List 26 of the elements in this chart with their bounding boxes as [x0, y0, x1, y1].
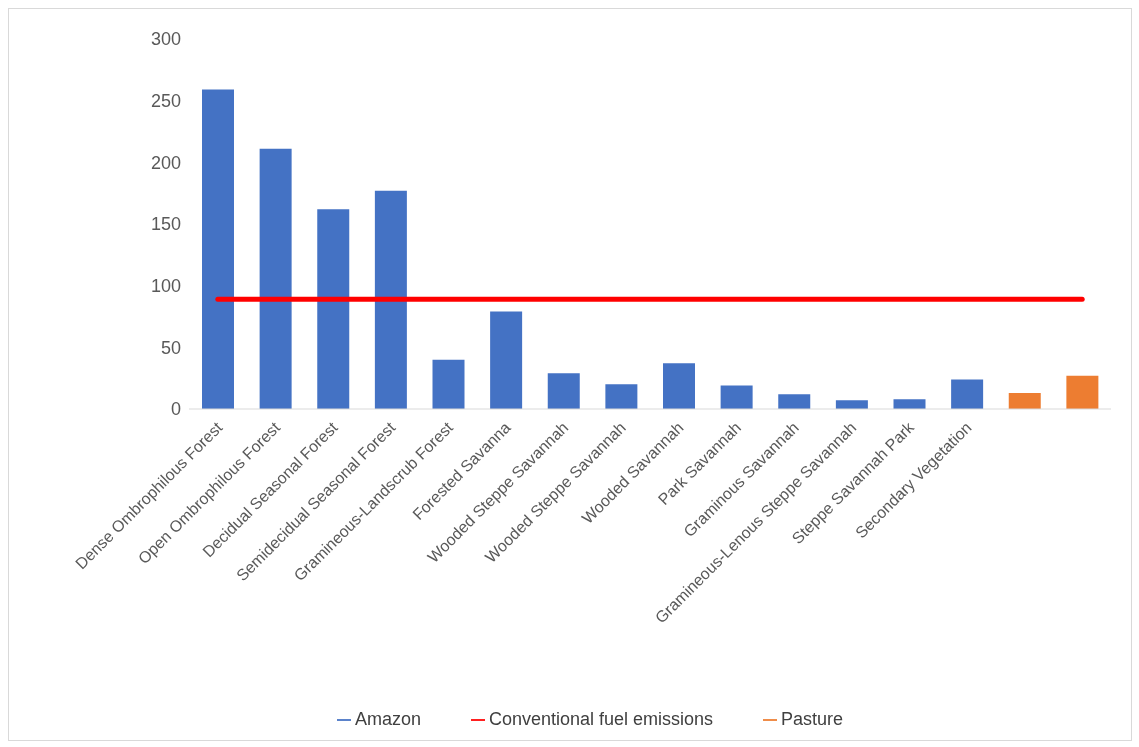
y-tick-label: 250 — [150, 91, 181, 112]
y-tick-label: 150 — [150, 214, 181, 235]
bar — [720, 385, 753, 409]
bar — [259, 148, 292, 409]
y-tick-label: 200 — [150, 152, 181, 173]
bar — [835, 400, 868, 409]
y-tick-label: 100 — [150, 276, 181, 297]
bar — [490, 311, 523, 409]
bar — [374, 190, 407, 409]
bar — [547, 373, 580, 409]
bar — [1066, 375, 1099, 409]
legend-label: Conventional fuel emissions — [488, 709, 714, 729]
y-tick-label: 0 — [170, 399, 181, 420]
bar — [663, 363, 695, 409]
bar — [202, 89, 234, 409]
legend-label: Amazon — [354, 709, 421, 729]
bar — [605, 384, 638, 409]
legend-label: Pasture — [781, 709, 844, 729]
bar — [317, 209, 350, 409]
y-tick-label: 50 — [160, 337, 181, 358]
bar — [778, 394, 811, 409]
bar — [1008, 392, 1041, 409]
bar — [432, 359, 465, 409]
bar — [893, 399, 926, 409]
bar — [951, 379, 984, 409]
y-tick-label: 300 — [150, 29, 181, 50]
